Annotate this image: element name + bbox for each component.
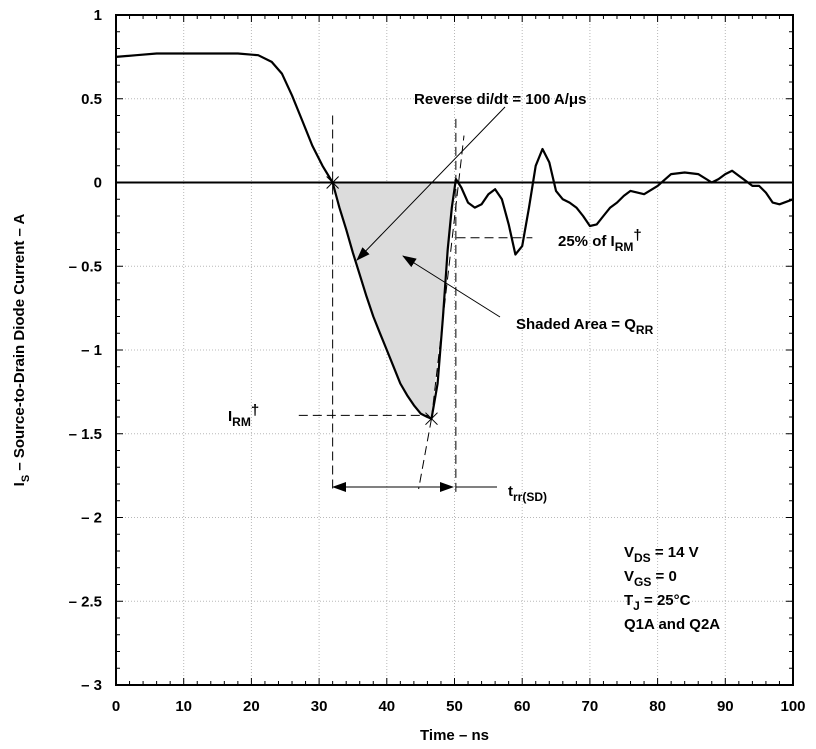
x-tick-label: 10: [175, 698, 192, 715]
shaded-area: [332, 182, 456, 419]
trr-text: t: [508, 483, 513, 500]
pct-sub: RM: [615, 240, 634, 254]
recovery-slope-line: [430, 135, 465, 419]
irm-sub: RM: [232, 415, 251, 429]
condition-rest: = 25°C: [640, 592, 691, 609]
x-tick-labels: 0 10 20 30 40 50 60 70 80 90 100: [112, 698, 806, 715]
condition-sub: GS: [634, 575, 651, 589]
x-tick-label: 70: [582, 698, 599, 715]
didt-annotation: Reverse di/dt = 100 A/μs: [414, 91, 586, 108]
condition-sub: J: [633, 599, 640, 613]
test-condition: VDS = 14 V: [624, 544, 699, 565]
x-tick-label: 20: [243, 698, 260, 715]
condition-text: Q1A and Q2A: [624, 616, 720, 633]
y-tick-label: – 2.5: [69, 593, 102, 610]
irm-label: IRM†: [228, 402, 259, 429]
condition-rest: = 14 V: [651, 544, 699, 561]
y-tick-label: 0.5: [81, 91, 102, 108]
irm-25pct-annotation: 25% of IRM†: [558, 227, 642, 254]
y-axis-label: IS – Source-to-Drain Diode Current – A: [11, 214, 32, 487]
trr-sub: rr(SD): [513, 490, 547, 504]
qrr-annotation: Shaded Area = QRR: [516, 316, 654, 337]
y-axis-label-main: I: [11, 482, 28, 486]
condition-text: V: [624, 544, 634, 561]
grid: [115, 14, 794, 686]
irm-text: I: [228, 408, 232, 425]
y-tick-label: 1: [94, 7, 102, 24]
irm-sup: †: [251, 402, 259, 419]
test-condition: TJ = 25°C: [624, 592, 691, 613]
pct-text: 25% of I: [558, 233, 615, 250]
axis-ticks: [115, 14, 794, 686]
y-axis-label-rest: – Source-to-Drain Diode Current – A: [11, 214, 28, 475]
x-tick-label: 0: [112, 698, 120, 715]
x-tick-label: 60: [514, 698, 531, 715]
x-tick-label: 50: [446, 698, 463, 715]
condition-text: T: [624, 592, 633, 609]
y-tick-labels: 1 0.5 0 – 0.5 – 1 – 1.5 – 2 – 2.5 – 3: [69, 7, 102, 694]
x-tick-label: 40: [378, 698, 395, 715]
test-condition: VGS = 0: [624, 568, 677, 589]
pct-sup: †: [633, 227, 641, 244]
shaded-sub: RR: [636, 323, 654, 337]
y-tick-label: – 3: [81, 677, 102, 694]
x-tick-label: 30: [311, 698, 328, 715]
qrr-arrow: [402, 255, 501, 318]
trr-label: trr(SD): [508, 483, 547, 504]
plot-frame: [115, 14, 794, 686]
shaded-text: Shaded Area = Q: [516, 316, 636, 333]
x-tick-label: 90: [717, 698, 734, 715]
y-tick-label: 0: [94, 175, 102, 192]
condition-text: V: [624, 568, 634, 585]
y-tick-label: – 0.5: [69, 258, 102, 275]
recovery-slope-line: [418, 418, 432, 490]
series-line: [115, 52, 794, 420]
condition-rest: = 0: [651, 568, 676, 585]
y-tick-label: – 2: [81, 510, 102, 527]
y-axis-label-sub: S: [20, 475, 32, 482]
x-tick-label: 100: [780, 698, 805, 715]
condition-sub: DS: [634, 551, 651, 565]
y-tick-label: – 1.5: [69, 426, 102, 443]
x-axis-label: Time – ns: [420, 727, 489, 744]
x-tick-label: 80: [649, 698, 666, 715]
y-tick-label: – 1: [81, 342, 102, 359]
test-condition: Q1A and Q2A: [624, 616, 720, 633]
